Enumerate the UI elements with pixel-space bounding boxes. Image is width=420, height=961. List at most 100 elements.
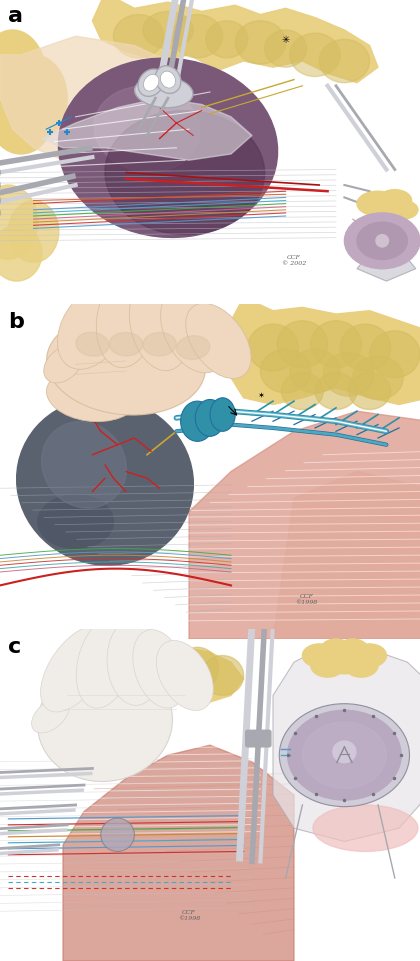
Ellipse shape <box>8 201 59 263</box>
Ellipse shape <box>353 357 403 400</box>
Ellipse shape <box>388 201 418 220</box>
Ellipse shape <box>260 350 311 393</box>
Circle shape <box>357 223 407 260</box>
Ellipse shape <box>333 741 356 763</box>
Ellipse shape <box>42 422 126 508</box>
Ellipse shape <box>0 226 42 282</box>
Ellipse shape <box>118 653 160 692</box>
Ellipse shape <box>160 72 176 89</box>
Ellipse shape <box>376 235 389 248</box>
Ellipse shape <box>133 630 186 708</box>
Text: CCF
© 2002: CCF © 2002 <box>282 255 306 265</box>
Ellipse shape <box>0 93 50 155</box>
Ellipse shape <box>349 373 391 410</box>
Ellipse shape <box>172 15 223 59</box>
Circle shape <box>279 704 410 807</box>
Ellipse shape <box>181 402 214 442</box>
Ellipse shape <box>340 325 391 372</box>
Polygon shape <box>231 298 420 406</box>
Ellipse shape <box>168 668 210 704</box>
Ellipse shape <box>344 654 378 678</box>
Ellipse shape <box>156 641 213 711</box>
Ellipse shape <box>0 56 67 142</box>
Ellipse shape <box>160 289 226 374</box>
Ellipse shape <box>135 77 193 109</box>
Ellipse shape <box>58 60 278 238</box>
Ellipse shape <box>302 644 336 668</box>
Polygon shape <box>357 254 416 282</box>
Polygon shape <box>118 646 244 702</box>
Ellipse shape <box>0 185 38 260</box>
Ellipse shape <box>202 655 244 696</box>
Ellipse shape <box>37 663 173 781</box>
Circle shape <box>302 723 386 789</box>
Text: c: c <box>8 636 22 656</box>
Polygon shape <box>63 746 294 961</box>
Ellipse shape <box>319 40 370 84</box>
Ellipse shape <box>357 192 399 217</box>
Ellipse shape <box>58 286 127 370</box>
Ellipse shape <box>0 31 46 124</box>
Ellipse shape <box>319 639 353 666</box>
Ellipse shape <box>144 75 159 92</box>
Ellipse shape <box>113 15 164 59</box>
Ellipse shape <box>139 668 181 704</box>
Ellipse shape <box>277 321 328 368</box>
Ellipse shape <box>370 332 420 379</box>
FancyBboxPatch shape <box>246 730 271 747</box>
Ellipse shape <box>96 275 156 368</box>
Text: ✶: ✶ <box>257 391 264 401</box>
Polygon shape <box>273 650 420 842</box>
Polygon shape <box>0 37 168 161</box>
Ellipse shape <box>94 87 200 173</box>
Ellipse shape <box>41 626 110 712</box>
Ellipse shape <box>109 333 143 357</box>
Polygon shape <box>42 99 252 161</box>
Ellipse shape <box>143 12 193 50</box>
Ellipse shape <box>47 314 205 415</box>
Ellipse shape <box>176 648 218 691</box>
Circle shape <box>344 213 420 269</box>
Ellipse shape <box>311 654 344 678</box>
Ellipse shape <box>155 66 181 94</box>
Ellipse shape <box>44 346 82 383</box>
Ellipse shape <box>176 336 210 360</box>
Ellipse shape <box>145 644 191 687</box>
Ellipse shape <box>105 111 265 235</box>
Ellipse shape <box>328 651 361 674</box>
Ellipse shape <box>315 373 357 410</box>
Text: a: a <box>8 6 24 26</box>
Ellipse shape <box>206 22 248 59</box>
Ellipse shape <box>210 399 235 431</box>
Polygon shape <box>92 0 378 84</box>
Ellipse shape <box>311 321 361 368</box>
Ellipse shape <box>143 333 176 357</box>
Ellipse shape <box>107 620 162 705</box>
Ellipse shape <box>378 190 412 212</box>
Ellipse shape <box>323 354 374 397</box>
Ellipse shape <box>17 399 193 566</box>
Ellipse shape <box>32 698 69 733</box>
Ellipse shape <box>38 496 113 549</box>
Ellipse shape <box>47 368 138 422</box>
Ellipse shape <box>281 373 323 410</box>
Text: CCF
©1998: CCF ©1998 <box>178 909 200 920</box>
Circle shape <box>288 710 401 801</box>
Ellipse shape <box>76 617 134 708</box>
Ellipse shape <box>101 819 134 851</box>
Ellipse shape <box>290 350 340 393</box>
Text: b: b <box>8 311 24 332</box>
Ellipse shape <box>313 805 418 851</box>
Polygon shape <box>189 411 420 639</box>
Ellipse shape <box>186 304 251 379</box>
Ellipse shape <box>248 325 298 372</box>
Ellipse shape <box>235 22 286 65</box>
Ellipse shape <box>336 639 370 666</box>
Ellipse shape <box>265 31 307 68</box>
Polygon shape <box>273 472 420 639</box>
Text: CCF
©1998: CCF ©1998 <box>296 594 318 604</box>
Ellipse shape <box>357 213 407 269</box>
Ellipse shape <box>76 333 109 357</box>
Ellipse shape <box>290 34 340 78</box>
Ellipse shape <box>129 279 190 371</box>
